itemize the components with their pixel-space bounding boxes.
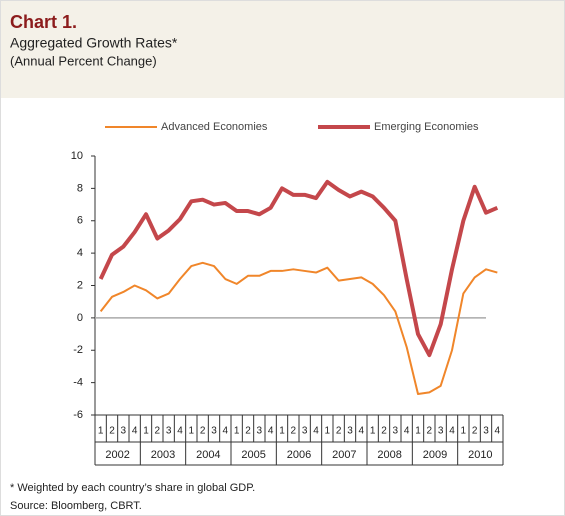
x-tick-label: 4 — [177, 426, 183, 437]
x-tick-label: 2 — [472, 426, 478, 437]
x-tick-label: 3 — [121, 426, 127, 437]
year-label: 2006 — [287, 449, 311, 461]
x-tick-label: 1 — [143, 426, 149, 437]
x-tick-label: 3 — [211, 426, 217, 437]
year-label: 2008 — [377, 449, 401, 461]
y-tick-label: 2 — [77, 279, 83, 291]
year-label: 2004 — [196, 449, 220, 461]
y-tick-label: 8 — [77, 182, 83, 194]
year-label: 2002 — [105, 449, 129, 461]
source: Source: Bloomberg, CBRT. — [10, 500, 142, 512]
year-label: 2010 — [468, 449, 492, 461]
y-tick-label: -4 — [73, 377, 83, 389]
x-tick-label: 2 — [155, 426, 161, 437]
x-tick-label: 1 — [461, 426, 467, 437]
x-tick-label: 2 — [200, 426, 206, 437]
x-tick-label: 4 — [268, 426, 274, 437]
y-tick-label: 4 — [77, 247, 83, 259]
x-tick-label: 3 — [483, 426, 489, 437]
footnote: * Weighted by each country’s share in gl… — [10, 482, 255, 494]
y-tick-label: -6 — [73, 409, 83, 421]
x-tick-label: 2 — [245, 426, 251, 437]
x-tick-label: 4 — [404, 426, 410, 437]
year-label: 2007 — [332, 449, 356, 461]
x-tick-label: 4 — [359, 426, 365, 437]
x-tick-label: 2 — [291, 426, 297, 437]
series-line — [99, 261, 498, 395]
year-label: 2003 — [151, 449, 175, 461]
x-tick-label: 3 — [438, 426, 444, 437]
x-tick-label: 3 — [302, 426, 308, 437]
y-tick-label: -2 — [73, 344, 83, 356]
x-tick-label: 2 — [381, 426, 387, 437]
x-tick-label: 1 — [234, 426, 240, 437]
x-tick-label: 1 — [98, 426, 104, 437]
subtitle: Aggregated Growth Rates* — [10, 35, 178, 51]
header-bg — [0, 0, 565, 98]
x-tick-label: 4 — [495, 426, 501, 437]
y-tick-label: 6 — [77, 215, 83, 227]
x-tick-label: 4 — [313, 426, 319, 437]
x-tick-label: 1 — [189, 426, 195, 437]
x-tick-label: 2 — [109, 426, 115, 437]
year-label: 2005 — [241, 449, 265, 461]
y-tick-label: 0 — [77, 312, 83, 324]
x-tick-label: 4 — [132, 426, 138, 437]
x-tick-label: 4 — [449, 426, 455, 437]
x-tick-label: 3 — [257, 426, 263, 437]
x-tick-label: 3 — [393, 426, 399, 437]
legend-label: Advanced Economies — [161, 121, 268, 133]
subtitle: (Annual Percent Change) — [10, 53, 157, 68]
x-tick-label: 1 — [325, 426, 331, 437]
x-tick-label: 4 — [223, 426, 229, 437]
legend-label: Emerging Economies — [374, 121, 479, 133]
x-tick-label: 1 — [415, 426, 421, 437]
y-tick-label: 10 — [71, 150, 83, 162]
x-tick-label: 2 — [427, 426, 433, 437]
chart-title: Chart 1. — [10, 12, 77, 32]
year-label: 2009 — [423, 449, 447, 461]
x-tick-label: 3 — [166, 426, 172, 437]
x-tick-label: 3 — [347, 426, 353, 437]
x-tick-label: 1 — [370, 426, 376, 437]
x-tick-label: 1 — [279, 426, 285, 437]
series-line — [98, 179, 499, 358]
x-tick-label: 2 — [336, 426, 342, 437]
